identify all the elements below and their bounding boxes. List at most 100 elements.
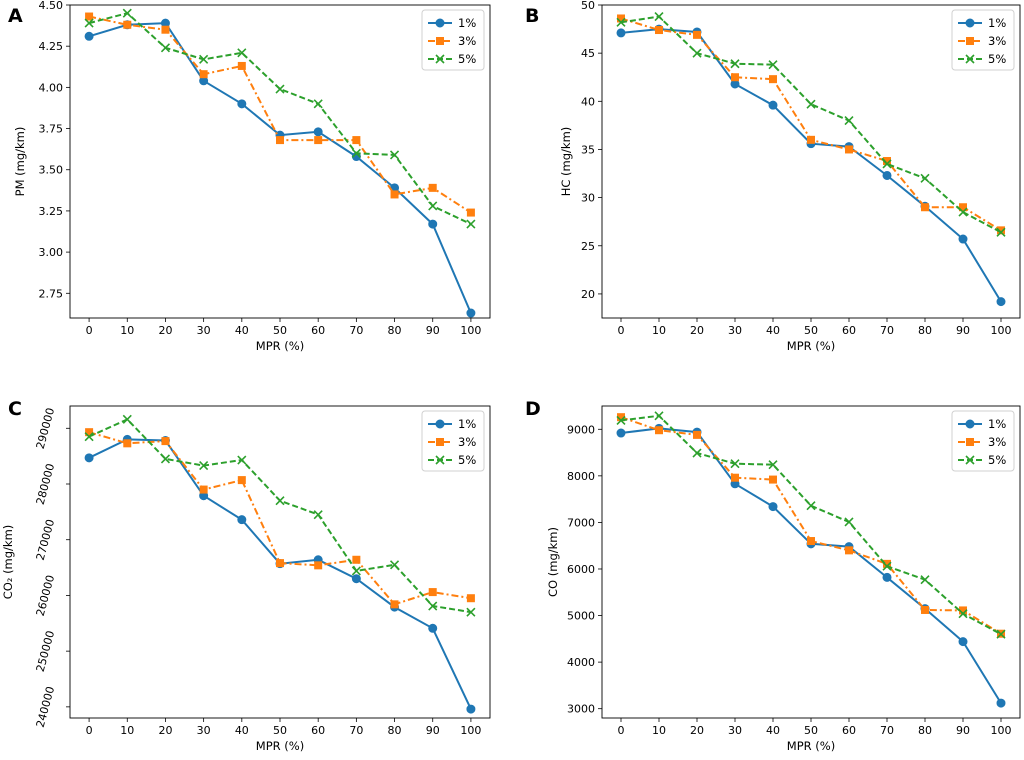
data-point xyxy=(122,8,132,18)
legend-marker xyxy=(435,419,445,429)
x-tick-label: 0 xyxy=(86,724,93,737)
data-point xyxy=(123,439,132,448)
legend-marker xyxy=(965,54,975,64)
data-point xyxy=(882,572,892,582)
x-tick-label: 100 xyxy=(460,724,481,737)
series-line xyxy=(88,438,472,710)
data-point xyxy=(768,60,778,70)
data-point xyxy=(314,136,323,145)
legend-marker xyxy=(436,37,444,45)
series-line xyxy=(620,414,1002,636)
legend-marker xyxy=(436,438,444,446)
data-point xyxy=(161,25,170,34)
panel-letter: D xyxy=(525,398,541,420)
x-tick-label: 60 xyxy=(311,324,325,337)
panel-letter: A xyxy=(8,5,23,27)
x-tick-label: 90 xyxy=(426,724,440,737)
data-point xyxy=(692,448,702,458)
y-axis-label: CO₂ (mg/km) xyxy=(1,525,15,600)
x-tick-label: 90 xyxy=(956,324,970,337)
legend-label: 5% xyxy=(458,453,476,467)
series-2 xyxy=(84,414,476,617)
data-point xyxy=(313,127,323,137)
x-tick-label: 10 xyxy=(120,724,134,737)
x-tick-label: 100 xyxy=(460,324,481,337)
x-tick-label: 60 xyxy=(311,724,325,737)
legend-label: 3% xyxy=(458,34,476,48)
x-tick-label: 50 xyxy=(804,324,818,337)
x-tick-label: 100 xyxy=(991,724,1012,737)
data-point xyxy=(769,475,777,484)
data-point xyxy=(768,502,778,512)
data-point xyxy=(616,17,626,27)
legend: 1% 3% 5% xyxy=(951,410,1015,472)
data-point xyxy=(237,99,247,109)
y-tick-label: 8000 xyxy=(567,470,595,483)
data-point xyxy=(730,59,740,69)
data-point xyxy=(161,437,170,446)
data-point xyxy=(275,496,285,506)
data-point xyxy=(276,559,284,568)
legend-marker xyxy=(435,18,445,28)
x-tick-label: 20 xyxy=(690,724,704,737)
legend-label: 1% xyxy=(458,417,476,431)
data-point xyxy=(199,54,209,64)
data-point xyxy=(996,629,1006,639)
data-point xyxy=(655,26,663,35)
y-tick-label: 290000 xyxy=(34,406,57,450)
x-tick-label: 70 xyxy=(349,724,363,737)
data-point xyxy=(428,601,438,611)
data-point xyxy=(428,588,437,597)
panel-letter: C xyxy=(8,398,22,420)
data-point xyxy=(84,453,94,463)
x-tick-label: 80 xyxy=(918,324,932,337)
y-tick-label: 3000 xyxy=(567,703,595,716)
series-line xyxy=(88,418,472,614)
data-point xyxy=(237,48,247,58)
data-point xyxy=(883,559,891,568)
x-axis-label: MPR (%) xyxy=(787,339,835,353)
series-line xyxy=(620,17,1002,232)
x-tick-label: 100 xyxy=(991,324,1012,337)
series-0 xyxy=(84,434,476,714)
data-point xyxy=(352,136,361,145)
x-tick-label: 60 xyxy=(842,724,856,737)
data-point xyxy=(731,73,739,82)
legend: 1% 3% 5% xyxy=(421,9,485,71)
data-point xyxy=(807,537,815,546)
series-line xyxy=(620,427,1002,704)
data-point xyxy=(617,14,625,23)
x-tick-label: 10 xyxy=(120,324,134,337)
series-1 xyxy=(617,413,1005,638)
x-tick-label: 50 xyxy=(804,724,818,737)
legend-label: 5% xyxy=(988,453,1006,467)
data-point xyxy=(85,428,94,437)
legend-marker xyxy=(435,54,445,64)
y-tick-label: 50 xyxy=(581,0,595,12)
y-tick-label: 270000 xyxy=(34,518,57,562)
data-point xyxy=(199,70,208,79)
x-tick-label: 10 xyxy=(652,724,666,737)
data-point xyxy=(275,84,285,94)
data-point xyxy=(390,600,399,609)
y-tick-label: 20 xyxy=(581,288,595,301)
data-point xyxy=(958,609,968,619)
data-point xyxy=(806,99,816,109)
series-1 xyxy=(85,12,475,217)
data-point xyxy=(466,704,476,714)
y-tick-label: 35 xyxy=(581,143,595,156)
x-tick-label: 40 xyxy=(766,724,780,737)
data-point xyxy=(882,561,892,571)
data-point xyxy=(845,546,853,555)
legend-marker xyxy=(965,455,975,465)
x-axis-label: MPR (%) xyxy=(256,339,304,353)
data-point xyxy=(237,455,247,465)
y-tick-label: 25 xyxy=(581,240,595,253)
y-tick-label: 4000 xyxy=(567,656,595,669)
data-point xyxy=(351,148,361,158)
series-0 xyxy=(84,18,476,318)
data-point xyxy=(428,219,438,229)
data-point xyxy=(654,411,664,421)
y-tick-label: 240000 xyxy=(34,685,57,729)
data-point xyxy=(997,226,1005,235)
